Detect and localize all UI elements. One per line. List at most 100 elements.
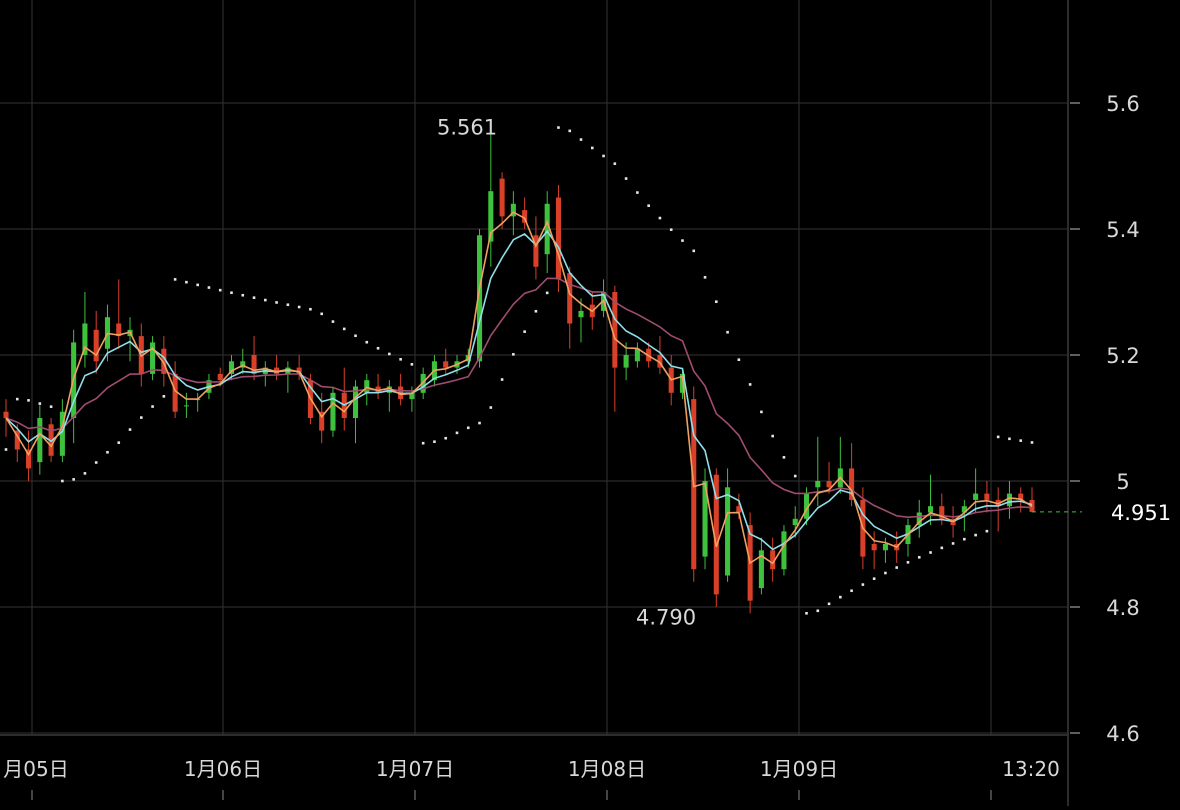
low-annotation: 4.790 (636, 605, 696, 629)
candle-body (871, 544, 877, 551)
candle-body (555, 197, 561, 280)
sar-dot (771, 434, 774, 438)
sar-dot (94, 461, 98, 464)
sar-dot (1008, 437, 1011, 441)
candle-body (251, 355, 257, 374)
sar-dot (241, 293, 245, 297)
candle-body (544, 203, 550, 255)
sar-dot (895, 566, 899, 569)
sar-dot (500, 378, 504, 381)
sar-dot (715, 300, 718, 303)
candle-body (803, 493, 810, 519)
axis-layer: 5.6 5.4 5.2 5 4.8 4.6 月05日 1月06日 1月07日 1月08日 1月09日… (0, 0, 1140, 806)
sar-dot (782, 456, 786, 459)
candle-body (758, 550, 764, 589)
candle-body (713, 474, 719, 595)
sar-dot (940, 546, 944, 550)
sar-dot (636, 191, 639, 194)
candle-body (792, 518, 798, 526)
ma-mid-line (5, 229, 1033, 551)
sar-dot (512, 353, 515, 356)
sar-dot (985, 529, 989, 533)
candle-body (37, 418, 43, 463)
sar-dot (748, 383, 752, 386)
sar-dot (309, 307, 312, 311)
candle-body (161, 348, 167, 374)
high-annotation: 5.561 (437, 116, 497, 140)
sar-dot (827, 602, 831, 606)
candle-body (815, 481, 821, 488)
sar-dot (590, 146, 594, 150)
candle-body (217, 373, 223, 381)
sar-dot (433, 440, 436, 443)
sar-dot (275, 301, 278, 304)
sar-dot (1030, 441, 1034, 444)
candle-body (973, 493, 979, 500)
sar-dot (117, 441, 121, 444)
sar-dot (444, 436, 448, 440)
sar-dot (297, 305, 301, 309)
sar-dot (545, 291, 549, 295)
x-tick-label: 1月07日 (376, 757, 454, 781)
sar-dot (15, 397, 19, 401)
candle-body (882, 544, 888, 551)
sar-dot (218, 288, 222, 292)
candle-body (736, 506, 742, 513)
y-tick-label: 5.6 (1106, 92, 1139, 116)
sar-dot (173, 278, 177, 281)
sar-dot (579, 138, 583, 141)
sar-dot (376, 346, 380, 350)
candle-body (364, 380, 370, 393)
candle-body (1018, 493, 1024, 500)
sar-dot (793, 474, 797, 478)
candle-body (939, 506, 945, 519)
candle-body (781, 531, 787, 570)
sar-dot (286, 303, 290, 307)
sar-dot (196, 283, 199, 287)
x-tick-label: 13:20 (1002, 757, 1060, 781)
candle-body (330, 392, 336, 431)
candle-body (770, 550, 776, 570)
last-price-label: 4.951 (1111, 501, 1171, 525)
sar-dot (128, 428, 132, 431)
candle-body (48, 424, 54, 456)
sar-dot (996, 435, 1000, 439)
x-tick-label: 月05日 (3, 757, 68, 781)
candle-body (274, 367, 280, 374)
sar-dot (489, 406, 493, 409)
sar-dot (478, 421, 481, 425)
label-layer: 4.951 5.561 4.790 (437, 116, 1171, 630)
x-tick-label: 1月08日 (568, 757, 646, 781)
sar-dot (951, 542, 955, 545)
sar-dot (816, 609, 820, 613)
sar-dot (230, 291, 233, 295)
ma-fast-line (5, 211, 1033, 565)
sar-dot (726, 330, 729, 334)
candle-body (477, 235, 483, 362)
candle-body (352, 386, 359, 418)
sar-dot (466, 426, 470, 430)
sar-dot (399, 358, 402, 361)
candle-body (567, 273, 573, 324)
sar-dot (38, 402, 42, 405)
candle-body (533, 235, 539, 267)
candle-body (826, 481, 832, 488)
sar-dot (162, 395, 166, 398)
sar-dot (805, 612, 808, 615)
sar-dot (72, 478, 75, 481)
sar-dot (872, 577, 876, 580)
x-tick-label: 1月06日 (184, 757, 262, 781)
sar-dot (839, 595, 842, 599)
sar-dot (388, 352, 391, 356)
sar-dot (534, 309, 538, 313)
sar-dot (185, 280, 188, 284)
candle-body (634, 348, 640, 362)
candle-body (14, 430, 20, 450)
sar-dot (1019, 439, 1023, 442)
sar-dot (760, 410, 763, 414)
candle-body (183, 405, 189, 407)
candle-body (26, 449, 32, 469)
sar-dot (252, 296, 256, 299)
